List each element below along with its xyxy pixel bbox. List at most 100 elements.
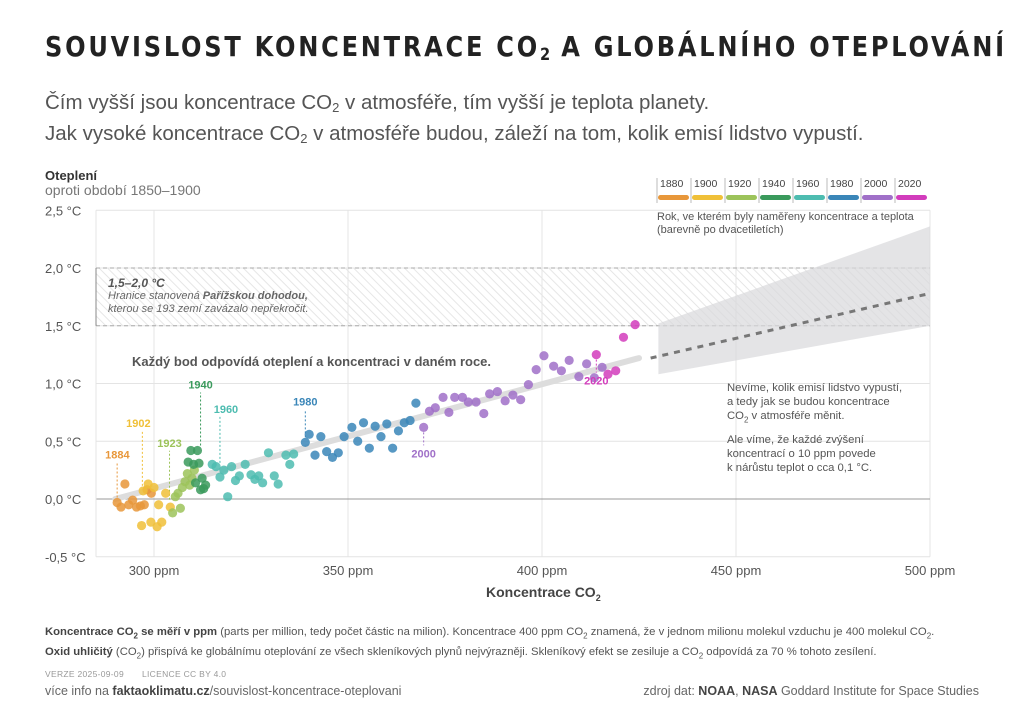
data-point-1980 (333, 448, 343, 458)
data-point-1980 (322, 447, 332, 457)
legend-label: 1960 (796, 178, 820, 190)
data-point-1900 (161, 488, 171, 498)
legend-label: 1940 (762, 178, 786, 190)
data-point-2000 (564, 355, 574, 365)
data-point-1960 (285, 459, 295, 469)
data-point-1980 (304, 429, 314, 439)
year-label: 1980 (293, 396, 317, 408)
data-point-2020 (611, 366, 621, 376)
data-point-1960 (215, 472, 225, 482)
data-point-2020 (603, 369, 613, 379)
license: LICENCE CC BY 4.0 (141, 669, 227, 679)
data-point-1980 (310, 450, 320, 460)
x-tick-label: 500 ppm (905, 563, 956, 578)
data-point-2000 (492, 386, 502, 397)
year-label: 2020 (584, 376, 608, 388)
data-point-2000 (516, 395, 526, 405)
data-point-2000 (450, 392, 460, 402)
data-point-1960 (263, 448, 274, 458)
data-point-2000 (419, 422, 429, 432)
meta-info: VERZE 2025-09-09 LICENCE CC BY 4.0 (45, 669, 244, 679)
y-tick-label: 0,0 °C (45, 492, 81, 507)
data-point-1880 (116, 502, 126, 512)
subtitle-line-2: Jak vysoké koncentrace CO2 v atmosféře b… (45, 122, 864, 146)
data-point-1880 (120, 479, 130, 489)
data-point-1980 (347, 422, 357, 432)
legend-swatch-2020 (896, 195, 927, 200)
paris-annotation: 1,5–2,0 °C Hranice stanovená Pařížskou d… (108, 277, 309, 316)
paris-range-label: 1,5–2,0 °C (108, 276, 165, 290)
legend-note: Rok, ve kterém byly naměřeny koncentrace… (657, 211, 914, 237)
legend-note-line-1: Rok, ve kterém byly naměřeny koncentrace… (657, 211, 914, 223)
legend-label: 2000 (864, 178, 888, 190)
data-point-1980 (339, 432, 349, 442)
legend-swatch-1920 (726, 195, 757, 200)
data-point-2000 (471, 397, 481, 407)
data-point-1940 (192, 445, 203, 456)
data-point-1980 (382, 419, 392, 429)
legend-swatch-2000 (862, 195, 893, 200)
y-tick-label: 1,5 °C (45, 319, 81, 334)
future-line-2: a tedy jak se budou koncentrace (727, 396, 890, 408)
data-point-2000 (574, 371, 584, 382)
footer-notes: Koncentrace CO2 se měří v ppm (parts per… (45, 624, 934, 665)
legend-label: 1900 (694, 178, 718, 190)
data-point-1960 (289, 449, 299, 459)
data-point-1940 (186, 445, 196, 456)
data-point-1960 (223, 492, 233, 502)
data-point-2000 (539, 351, 549, 361)
legend-label: 2020 (898, 178, 922, 190)
data-point-2000 (523, 380, 534, 390)
data-point-2000 (485, 389, 495, 399)
year-label: 1902 (126, 418, 150, 430)
data-point-1980 (364, 443, 374, 453)
version: VERZE 2025-09-09 (45, 669, 124, 679)
legend-label: 1880 (660, 178, 684, 190)
more-info-link[interactable]: více info na faktaoklimatu.cz/souvislost… (45, 684, 402, 698)
legend-note-line-2: (barevně po dvacetiletích) (657, 224, 784, 236)
data-point-2020 (591, 350, 601, 360)
x-axis-title: Koncentrace CO2 (486, 584, 601, 603)
data-point-1960 (227, 462, 237, 472)
data-point-1980 (316, 432, 326, 442)
data-point-2000 (549, 361, 559, 371)
footer-note-2: Oxid uhličitý (CO2) přispívá ke globální… (45, 646, 877, 661)
data-point-1980 (370, 421, 380, 431)
x-tick-label: 400 ppm (517, 563, 568, 578)
data-point-2020 (630, 319, 640, 330)
data-point-1940 (190, 478, 201, 488)
data-point-1980 (388, 443, 398, 453)
year-label: 1960 (214, 404, 238, 416)
legend-label: 1920 (728, 178, 752, 190)
data-point-1960 (273, 479, 283, 489)
data-point-1960 (219, 465, 229, 475)
future-line-6: k nárůstu teplot o cca 0,1 °C. (727, 462, 873, 475)
y-tick-label: -0,5 °C (45, 550, 86, 565)
data-point-1960 (234, 471, 244, 481)
data-point-1980 (300, 437, 310, 448)
y-tick-label: 0,5 °C (45, 434, 81, 449)
year-label: 1940 (188, 379, 212, 391)
data-point-1940 (201, 480, 211, 490)
data-point-1920 (175, 503, 185, 513)
data-point-1900 (138, 486, 148, 496)
footer-note-1: Koncentrace CO2 se měří v ppm (parts per… (45, 626, 935, 641)
y-tick-label: 2,5 °C (45, 203, 81, 218)
data-point-1960 (258, 478, 268, 488)
data-point-2000 (597, 362, 607, 372)
paris-text-line-2: kterou se 193 zemí zavázalo nepřekročit. (108, 303, 309, 315)
data-point-1880 (139, 500, 149, 510)
data-point-1900 (149, 482, 159, 493)
data-point-1980 (411, 398, 421, 408)
year-label: 1923 (157, 438, 181, 450)
y-axis-title: Oteplení (45, 168, 98, 183)
legend-label: 1980 (830, 178, 854, 190)
data-point-1960 (281, 450, 291, 460)
year-label: 1884 (105, 449, 130, 461)
y-tick-label: 1,0 °C (45, 377, 81, 392)
legend-swatch-1960 (794, 195, 825, 200)
data-point-2000 (500, 396, 510, 406)
data-point-2000 (438, 392, 448, 402)
future-line-1: Nevíme, kolik emisí lidstvo vypustí, (727, 382, 903, 394)
